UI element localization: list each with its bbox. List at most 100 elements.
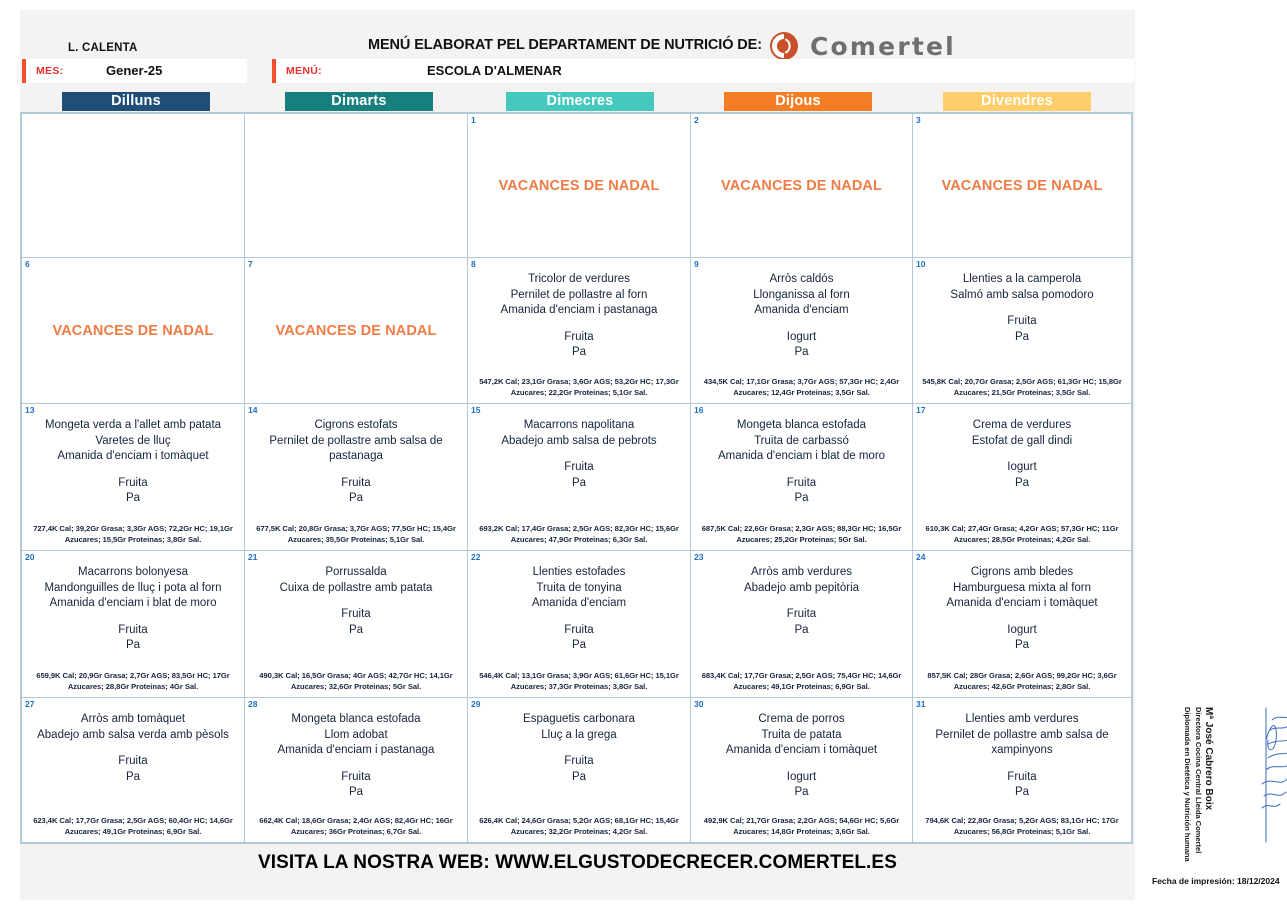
day-cell-30[interactable]: 30 Crema de porros Truita de patata Amanida… <box>691 698 913 842</box>
dish-list: Crema de porros Truita de patata Amanida d… <box>695 712 908 759</box>
day-cell-20[interactable]: 20 Macarrons bolonyesa Mandonguilles de ll… <box>22 551 245 698</box>
menu-field-value: ESCOLA D'ALMENAR <box>427 63 562 78</box>
dish-item: Amanida d'enciam i pastanaga <box>277 744 435 756</box>
nutrition-info: 693,2K Cal; 17,4Gr Grasa; 2,5Gr AGS; 82,… <box>479 524 679 544</box>
extra-item: Pa <box>1014 476 1030 489</box>
nutrition-info: 659,9K Cal; 20,9Gr Grasa; 2,7Gr AGS; 83,… <box>36 671 230 691</box>
dish-item: Amanida d'enciam i tomàquet <box>946 597 1098 609</box>
menu-body: Crema de verdures Estofat de gall dindi Io… <box>917 418 1127 491</box>
month-field-accent <box>22 59 26 83</box>
month-field-label: MES: <box>36 65 64 77</box>
day-cell-13[interactable]: 13 Mongeta verda a l'allet amb patata Vare… <box>22 404 245 551</box>
extra-item: Pa <box>348 786 364 798</box>
day-cell-7[interactable]: 7 VACANCES DE NADAL <box>245 258 468 404</box>
day-number: 6 <box>25 259 30 269</box>
day-cell-22[interactable]: 22 Llenties estofades Truita de tonyina Ama… <box>468 551 691 698</box>
nutrition-info: 547,2K Cal; 23,1Gr Grasa; 3,6Gr AGS; 53,… <box>479 377 679 397</box>
day-number: 28 <box>248 699 258 709</box>
day-number: 8 <box>471 259 476 269</box>
nutrition-info: 677,5K Cal; 20,8Gr Grasa; 3,7Gr AGS; 77,… <box>256 524 456 544</box>
day-cell-31[interactable]: 31 Llenties amb verdures Pernilet de polla… <box>913 698 1131 842</box>
dish-item: Amanida d'enciam i blat de moro <box>49 597 217 609</box>
extras-list: Fruita Pa <box>472 330 686 361</box>
extras-list: Fruita Pa <box>249 607 463 638</box>
dish-item: Llom adobat <box>324 728 388 741</box>
menu-body: Espaguetis carbonara Lluç a la grega Fruit… <box>472 712 686 785</box>
day-cell-6[interactable]: 6 VACANCES DE NADAL <box>22 258 245 404</box>
day-cell-8[interactable]: 8 Tricolor de verdures Pernilet de pollast… <box>468 258 691 404</box>
comertel-wordmark: Comertel <box>810 32 956 61</box>
day-number: 31 <box>916 699 926 709</box>
extra-item: Iogurt <box>786 330 817 343</box>
menu-field[interactable]: MENÚ: ESCOLA D'ALMENAR <box>272 59 1134 83</box>
month-field[interactable]: MES: Gener-25 <box>22 59 247 83</box>
extra-item: Fruita <box>1007 770 1037 783</box>
extra-item: Fruita <box>118 476 148 489</box>
extras-list: Fruita Pa <box>26 623 240 654</box>
day-cell-15[interactable]: 15 Macarrons napolitana Abadejo amb salsa … <box>468 404 691 551</box>
day-cell-17[interactable]: 17 Crema de verdures Estofat de gall dindi… <box>913 404 1131 551</box>
calendar-week-row: 27 Arròs amb tomàquet Abadejo amb salsa ve… <box>22 698 1131 842</box>
extra-item: Fruita <box>341 608 371 620</box>
day-header-dilluns: Dilluns <box>62 92 210 111</box>
menu-body: Llenties estofades Truita de tonyina Amani… <box>472 565 686 654</box>
kitchen-type-label: L. CALENTA <box>68 42 138 54</box>
extra-item: Fruita <box>564 461 594 473</box>
day-header-dimecres: Dimecres <box>506 92 654 111</box>
dish-item: Amanida d'enciam i pastanaga <box>500 304 658 316</box>
extra-item: Pa <box>794 786 809 798</box>
dish-item: Arròs caldós <box>769 273 834 285</box>
extras-list: Fruita Pa <box>695 476 908 507</box>
day-cell-28[interactable]: 28 Mongeta blanca estofada Llom adobat Aman… <box>245 698 468 842</box>
comertel-logo: Comertel <box>768 26 988 68</box>
dish-item: Salmó amb salsa pomodoro <box>950 288 1094 301</box>
day-number: 24 <box>916 552 926 562</box>
day-cell-27[interactable]: 27 Arròs amb tomàquet Abadejo amb salsa ve… <box>22 698 245 842</box>
day-cell-2[interactable]: 2 VACANCES DE NADAL <box>691 114 913 258</box>
day-cell-24[interactable]: 24 Cigrons amb bledes Hamburguesa mixta al… <box>913 551 1131 698</box>
dish-item: Llonganissa al forn <box>753 288 850 301</box>
menu-body: Mongeta blanca estofada Truita de carbass… <box>695 418 908 507</box>
menu-field-accent <box>272 59 276 83</box>
day-cell-21[interactable]: 21 Porrussalda Cuixa de pollastre amb pata… <box>245 551 468 698</box>
day-number: 16 <box>694 405 704 415</box>
dish-item: Arròs amb verdures <box>751 566 852 578</box>
comertel-logo-icon <box>770 32 798 60</box>
dish-item: Arròs amb tomàquet <box>80 713 186 725</box>
day-number: 7 <box>248 259 253 269</box>
day-cell-14[interactable]: 14 Cigrons estofats Pernilet de pollastre … <box>245 404 468 551</box>
day-cell-16[interactable]: 16 Mongeta blanca estofada Truita de carba… <box>691 404 913 551</box>
day-cell-1[interactable]: 1 VACANCES DE NADAL <box>468 114 691 258</box>
dish-item: Llenties a la camperola <box>962 273 1082 285</box>
dish-item: Llenties estofades <box>532 566 626 578</box>
menu-body: Arròs amb verdures Abadejo amb pepitòria F… <box>695 565 908 638</box>
dish-list: Cigrons estofats Pernilet de pollastre am… <box>249 418 463 465</box>
dish-item: Truita de carbassó <box>754 434 849 447</box>
day-header-dijous: Dijous <box>724 92 872 111</box>
holiday-label: VACANCES DE NADAL <box>498 177 660 194</box>
day-cell-9[interactable]: 9 Arròs caldós Llonganissa al forn Amanida … <box>691 258 913 404</box>
extras-list: Fruita Pa <box>26 754 240 785</box>
dish-item: Pernilet de pollastre al forn <box>510 288 648 301</box>
dish-list: Cigrons amb bledes Hamburguesa mixta al f… <box>917 565 1127 612</box>
extra-item: Pa <box>571 346 587 358</box>
day-cell-23[interactable]: 23 Arròs amb verdures Abadejo amb pepitòri… <box>691 551 913 698</box>
day-number: 27 <box>25 699 35 709</box>
extra-item: Iogurt <box>786 770 817 783</box>
dish-item: Espaguetis carbonara <box>523 713 635 725</box>
menu-body: Macarrons napolitana Abadejo amb salsa de… <box>472 418 686 491</box>
day-cell-3[interactable]: 3 VACANCES DE NADAL <box>913 114 1131 258</box>
dish-item: Crema de porros <box>758 713 845 725</box>
nutrition-info: 683,4K Cal; 17,7Gr Grasa; 2,5Gr AGS; 75,… <box>701 671 902 691</box>
nutrition-info: 727,4K Cal; 39,2Gr Grasa; 3,3Gr AGS; 72,… <box>33 524 233 544</box>
day-cell-10[interactable]: 10 Llenties a la camperola Salmó amb salsa… <box>913 258 1131 404</box>
signature-name: Mª José Cabrero Boix <box>1203 707 1214 811</box>
dish-list: Arròs amb verdures Abadejo amb pepitòria <box>695 565 908 596</box>
day-cell-29[interactable]: 29 Espaguetis carbonara Lluç a la grega Fru… <box>468 698 691 842</box>
website-footer: VISITA LA NOSTRA WEB: WWW.ELGUSTODECRECE… <box>258 852 897 873</box>
day-header-divendres: Divendres <box>943 92 1091 111</box>
day-number: 2 <box>694 115 699 125</box>
menu-body: Llenties amb verdures Pernilet de pollast… <box>917 712 1127 801</box>
holiday-notice: VACANCES DE NADAL <box>468 114 690 257</box>
